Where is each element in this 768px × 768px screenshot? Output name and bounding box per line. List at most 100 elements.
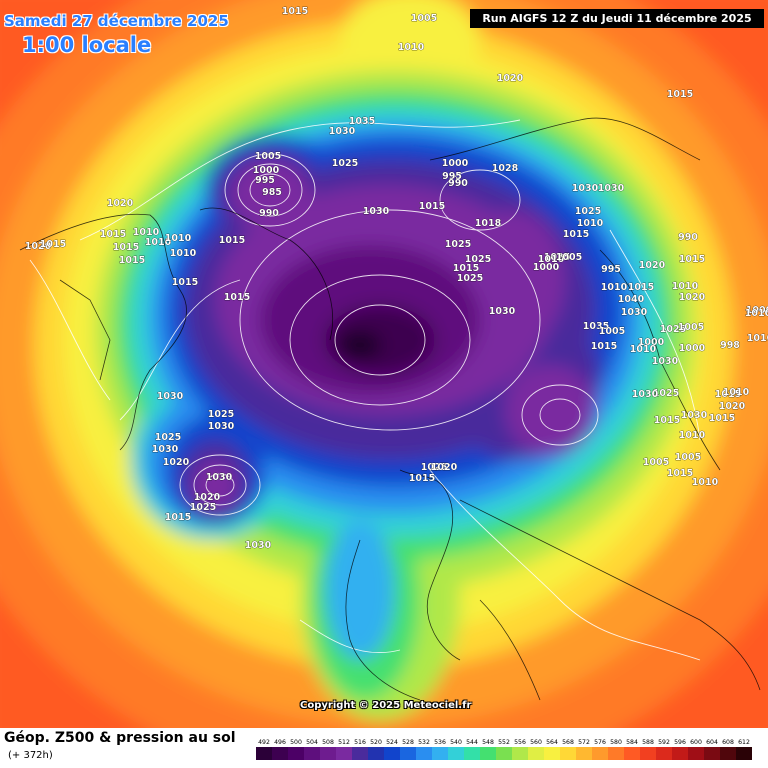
legend-swatch bbox=[704, 747, 721, 760]
pressure-label: 990 bbox=[259, 208, 279, 219]
pressure-label: 1010 bbox=[723, 387, 750, 398]
pressure-label: 995 bbox=[601, 264, 621, 275]
pressure-label: 990 bbox=[678, 232, 698, 243]
forecast-date: Samedi 27 décembre 2025 bbox=[4, 12, 229, 30]
pressure-label: 1015 bbox=[591, 341, 617, 352]
pressure-label: 1010 bbox=[601, 282, 628, 293]
legend-swatch bbox=[736, 747, 752, 760]
pressure-label: 1010 bbox=[145, 237, 172, 248]
pressure-label: 1025 bbox=[575, 206, 601, 217]
legend-swatch bbox=[512, 747, 529, 760]
pressure-label: 1010 bbox=[630, 344, 657, 355]
pressure-label: 1015 bbox=[224, 292, 250, 303]
pressure-label: 995 bbox=[442, 171, 462, 182]
legend-label: 544 bbox=[466, 739, 478, 746]
legend-swatch bbox=[272, 747, 289, 760]
pressure-label: 1020 bbox=[679, 292, 706, 303]
pressure-label: 1005 bbox=[599, 326, 625, 337]
pressure-label: 1025 bbox=[544, 252, 570, 263]
pressure-label: 1030 bbox=[363, 206, 390, 217]
pressure-label: 1018 bbox=[475, 218, 502, 229]
legend-label: 504 bbox=[306, 739, 318, 746]
pressure-label: 1015 bbox=[165, 512, 191, 523]
pressure-label: 1000 bbox=[442, 158, 469, 169]
legend-label: 548 bbox=[482, 739, 494, 746]
pressure-label: 1020 bbox=[719, 401, 746, 412]
pressure-label: 1020 bbox=[163, 457, 190, 468]
pressure-label: 1005 bbox=[675, 452, 701, 463]
pressure-label: 1025 bbox=[332, 158, 358, 169]
pressure-label: 1005 bbox=[255, 151, 281, 162]
pressure-label: 1005 bbox=[556, 252, 582, 263]
pressure-label: 1015 bbox=[113, 242, 139, 253]
pressure-label: 1010 bbox=[745, 308, 768, 319]
legend-label: 552 bbox=[498, 739, 510, 746]
pressure-label: 1000 bbox=[533, 262, 560, 273]
legend-label: 528 bbox=[402, 739, 414, 746]
pressure-label: 1025 bbox=[445, 239, 471, 250]
pressure-label: 1030 bbox=[208, 421, 235, 432]
legend-swatch bbox=[448, 747, 465, 760]
pressure-label: 1010 bbox=[577, 218, 604, 229]
pressure-label: 1025 bbox=[653, 388, 679, 399]
legend-swatch bbox=[544, 747, 561, 760]
pressure-labels: 1015100510101020101510301035102510051000… bbox=[24, 6, 768, 552]
legend-label: 584 bbox=[626, 739, 638, 746]
legend-swatch bbox=[576, 747, 593, 760]
pressure-label: 1030 bbox=[206, 472, 233, 483]
legend-label: 604 bbox=[706, 739, 718, 746]
pressure-label: 1020 bbox=[497, 73, 524, 84]
pressure-label: 985 bbox=[262, 187, 282, 198]
pressure-label: 1030 bbox=[681, 410, 708, 421]
pressure-label: 1030 bbox=[652, 356, 679, 367]
legend-label: 532 bbox=[418, 739, 430, 746]
pressure-label: 1030 bbox=[598, 183, 625, 194]
legend-label: 608 bbox=[722, 739, 734, 746]
z500-field bbox=[0, 0, 768, 728]
pressure-label: 1000 bbox=[746, 305, 768, 316]
legend-swatch bbox=[320, 747, 337, 760]
pressure-label: 1028 bbox=[492, 163, 519, 174]
legend-label: 596 bbox=[674, 739, 686, 746]
legend-swatch bbox=[640, 747, 657, 760]
pressure-label: 1035 bbox=[349, 116, 375, 127]
legend-label: 600 bbox=[690, 739, 702, 746]
legend-label: 500 bbox=[290, 739, 302, 746]
legend-label: 524 bbox=[386, 739, 398, 746]
copyright: Copyright © 2025 Meteociel.fr bbox=[300, 700, 472, 711]
pressure-label: 1020 bbox=[639, 260, 666, 271]
legend-swatch bbox=[432, 747, 449, 760]
pressure-label: 1030 bbox=[329, 126, 356, 137]
pressure-label: 990 bbox=[448, 178, 468, 189]
legend-label: 588 bbox=[642, 739, 654, 746]
coastlines bbox=[19, 117, 761, 701]
pressure-label: 1030 bbox=[632, 389, 659, 400]
pressure-label: 1010 bbox=[133, 227, 160, 238]
pressure-label: 1010 bbox=[165, 233, 192, 244]
legend-swatch bbox=[304, 747, 321, 760]
pressure-label: 1000 bbox=[253, 165, 280, 176]
pressure-label: 998 bbox=[720, 340, 740, 351]
legend-swatch bbox=[400, 747, 417, 760]
forecast-time: 1:00 locale bbox=[22, 33, 152, 57]
legend-swatch bbox=[592, 747, 609, 760]
pressure-label: 1015 bbox=[667, 468, 693, 479]
legend-swatch bbox=[352, 747, 369, 760]
pressure-label: 1035 bbox=[583, 321, 609, 332]
pressure-label: 1015 bbox=[100, 229, 126, 240]
pressure-label: 1015 bbox=[667, 89, 693, 100]
legend-swatch bbox=[688, 747, 705, 760]
legend-label: 612 bbox=[738, 739, 750, 746]
legend-label: 520 bbox=[370, 739, 382, 746]
legend-label: 592 bbox=[658, 739, 670, 746]
model-run-label: Run AIGFS 12 Z du Jeudi 11 décembre 2025 bbox=[470, 9, 764, 28]
pressure-label: 1015 bbox=[654, 415, 680, 426]
pressure-label: 1000 bbox=[638, 337, 665, 348]
pressure-label: 1015 bbox=[119, 255, 145, 266]
legend-label: 564 bbox=[546, 739, 558, 746]
legend-label: 516 bbox=[354, 739, 366, 746]
legend-swatch bbox=[256, 747, 273, 760]
pressure-label: 1015 bbox=[172, 277, 198, 288]
pressure-label: 1020 bbox=[431, 462, 458, 473]
legend-label: 556 bbox=[514, 739, 526, 746]
